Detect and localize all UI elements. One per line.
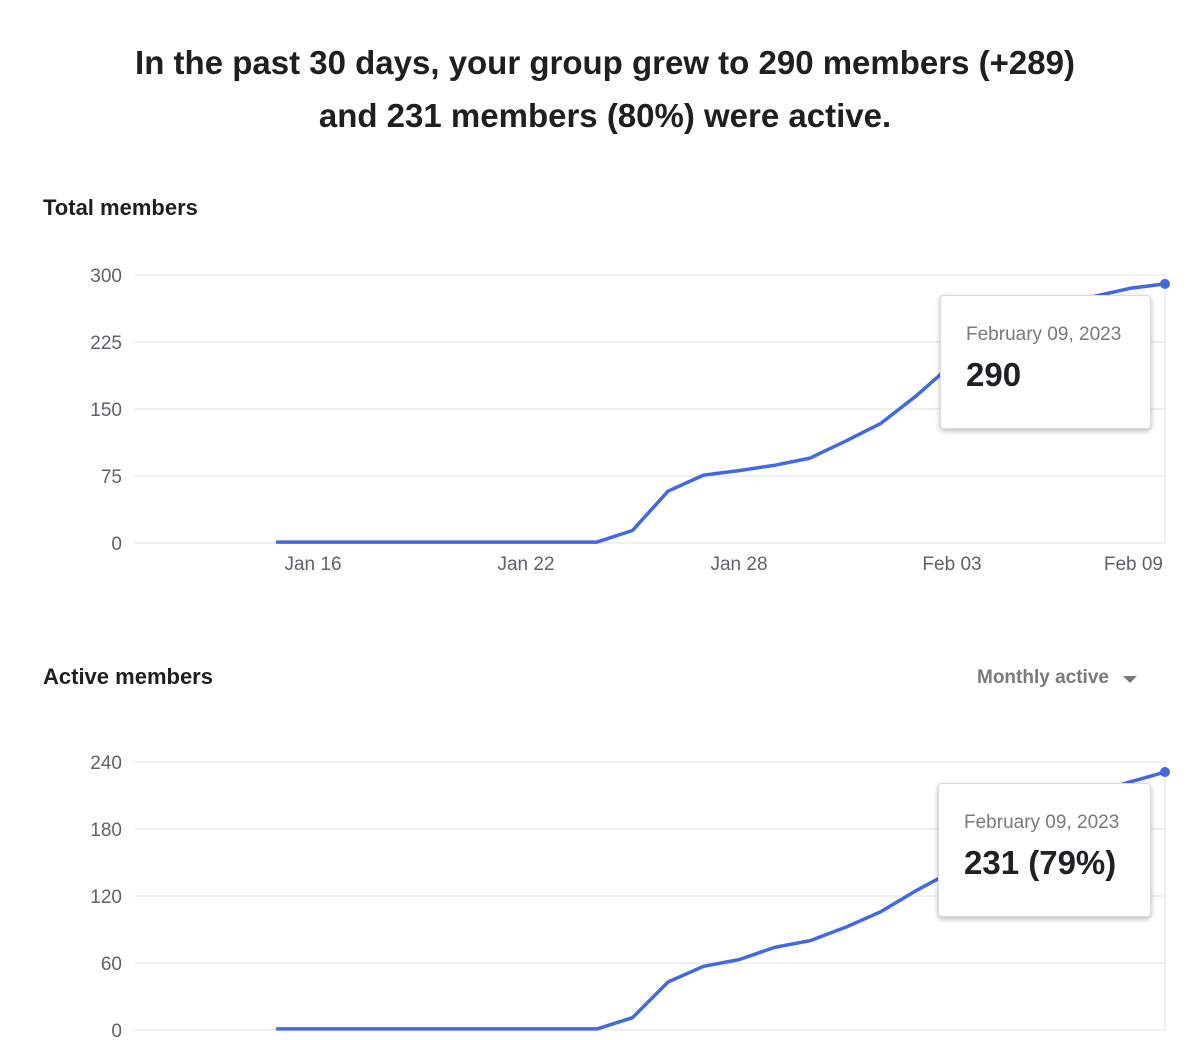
y-tick-label: 300 [90, 266, 122, 287]
y-tick-label: 75 [101, 467, 122, 488]
y-tick-label: 0 [111, 1021, 122, 1040]
total-members-title: Total members [43, 195, 198, 220]
total-members-chart: 0 75 150 225 300 Jan 16 Jan 22 Jan 28 Feb 03 Feb … [90, 266, 1170, 575]
x-tick-label: Jan 16 [284, 554, 341, 575]
highlighted-point[interactable] [1160, 278, 1170, 289]
dropdown-selected-label: Monthly active [977, 667, 1109, 688]
summary-line-2: and 231 members (80%) were active. [318, 97, 892, 134]
x-tick-label: Jan 22 [497, 554, 554, 575]
summary-headline: In the past 30 days, your group grew to … [0, 36, 1200, 142]
y-tick-label: 225 [90, 333, 122, 354]
tooltip-date: February 09, 2023 [964, 812, 1120, 833]
tooltip-date: February 09, 2023 [966, 324, 1122, 345]
tooltip-value: 290 [966, 356, 1022, 393]
caret-down-icon [1122, 675, 1137, 683]
summary-line-1: In the past 30 days, your group grew to … [135, 44, 1075, 81]
y-tick-label: 0 [111, 534, 122, 555]
total-members-tooltip: February 09, 2023 290 [940, 295, 1151, 429]
tooltip-value: 231 (79%) [964, 844, 1117, 881]
active-members-title: Active members [43, 664, 213, 689]
y-tick-label: 150 [90, 400, 122, 421]
x-tick-label: Feb 09 [1104, 554, 1163, 575]
y-tick-label: 60 [101, 954, 122, 975]
y-tick-label: 180 [90, 820, 122, 841]
y-tick-label: 240 [90, 753, 122, 774]
x-tick-label: Feb 03 [922, 554, 981, 575]
x-tick-label: Jan 28 [710, 554, 767, 575]
y-tick-label: 120 [90, 887, 122, 908]
active-members-tooltip: February 09, 2023 231 (79%) [938, 783, 1151, 917]
activity-period-dropdown[interactable]: Monthly active [977, 665, 1137, 691]
highlighted-point[interactable] [1160, 767, 1170, 778]
